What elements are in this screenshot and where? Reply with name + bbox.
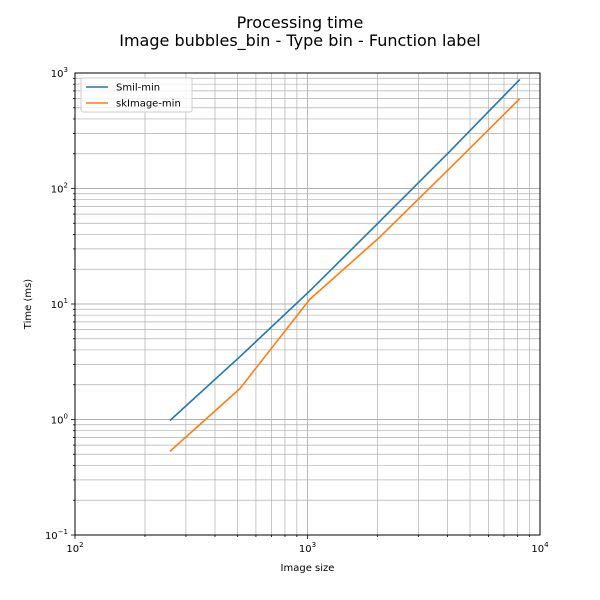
x-axis-label: Image size: [281, 563, 335, 574]
y-tick-label: 101: [51, 297, 68, 311]
chart-title-line-1: Processing time: [236, 13, 364, 32]
series-line-smil-min: [169, 78, 521, 422]
y-tick-label: 102: [51, 182, 68, 196]
legend-box: [80, 77, 193, 113]
x-tick-label: 103: [299, 541, 316, 555]
y-tick-label: 10−1: [45, 528, 68, 542]
series-line-skimage-min: [169, 98, 521, 452]
series-lines: [169, 78, 521, 452]
y-axis-label: Time (ms): [23, 279, 34, 331]
y-tick-label: 100: [51, 413, 68, 427]
grid-lines: [74, 73, 540, 536]
chart-title-line-2: Image bubbles_bin - Type bin - Function …: [119, 31, 481, 50]
y-tick-label: 103: [51, 66, 68, 80]
legend-entry-label: Smil-min: [116, 83, 160, 94]
x-tick-label: 102: [66, 541, 83, 555]
x-tick-label: 104: [531, 541, 549, 555]
legend: Smil-min skImage-min: [80, 77, 193, 113]
axis-ticks: 102 103 104 10−1 100 101 102 103: [45, 66, 549, 555]
legend-entry-label: skImage-min: [116, 99, 181, 110]
